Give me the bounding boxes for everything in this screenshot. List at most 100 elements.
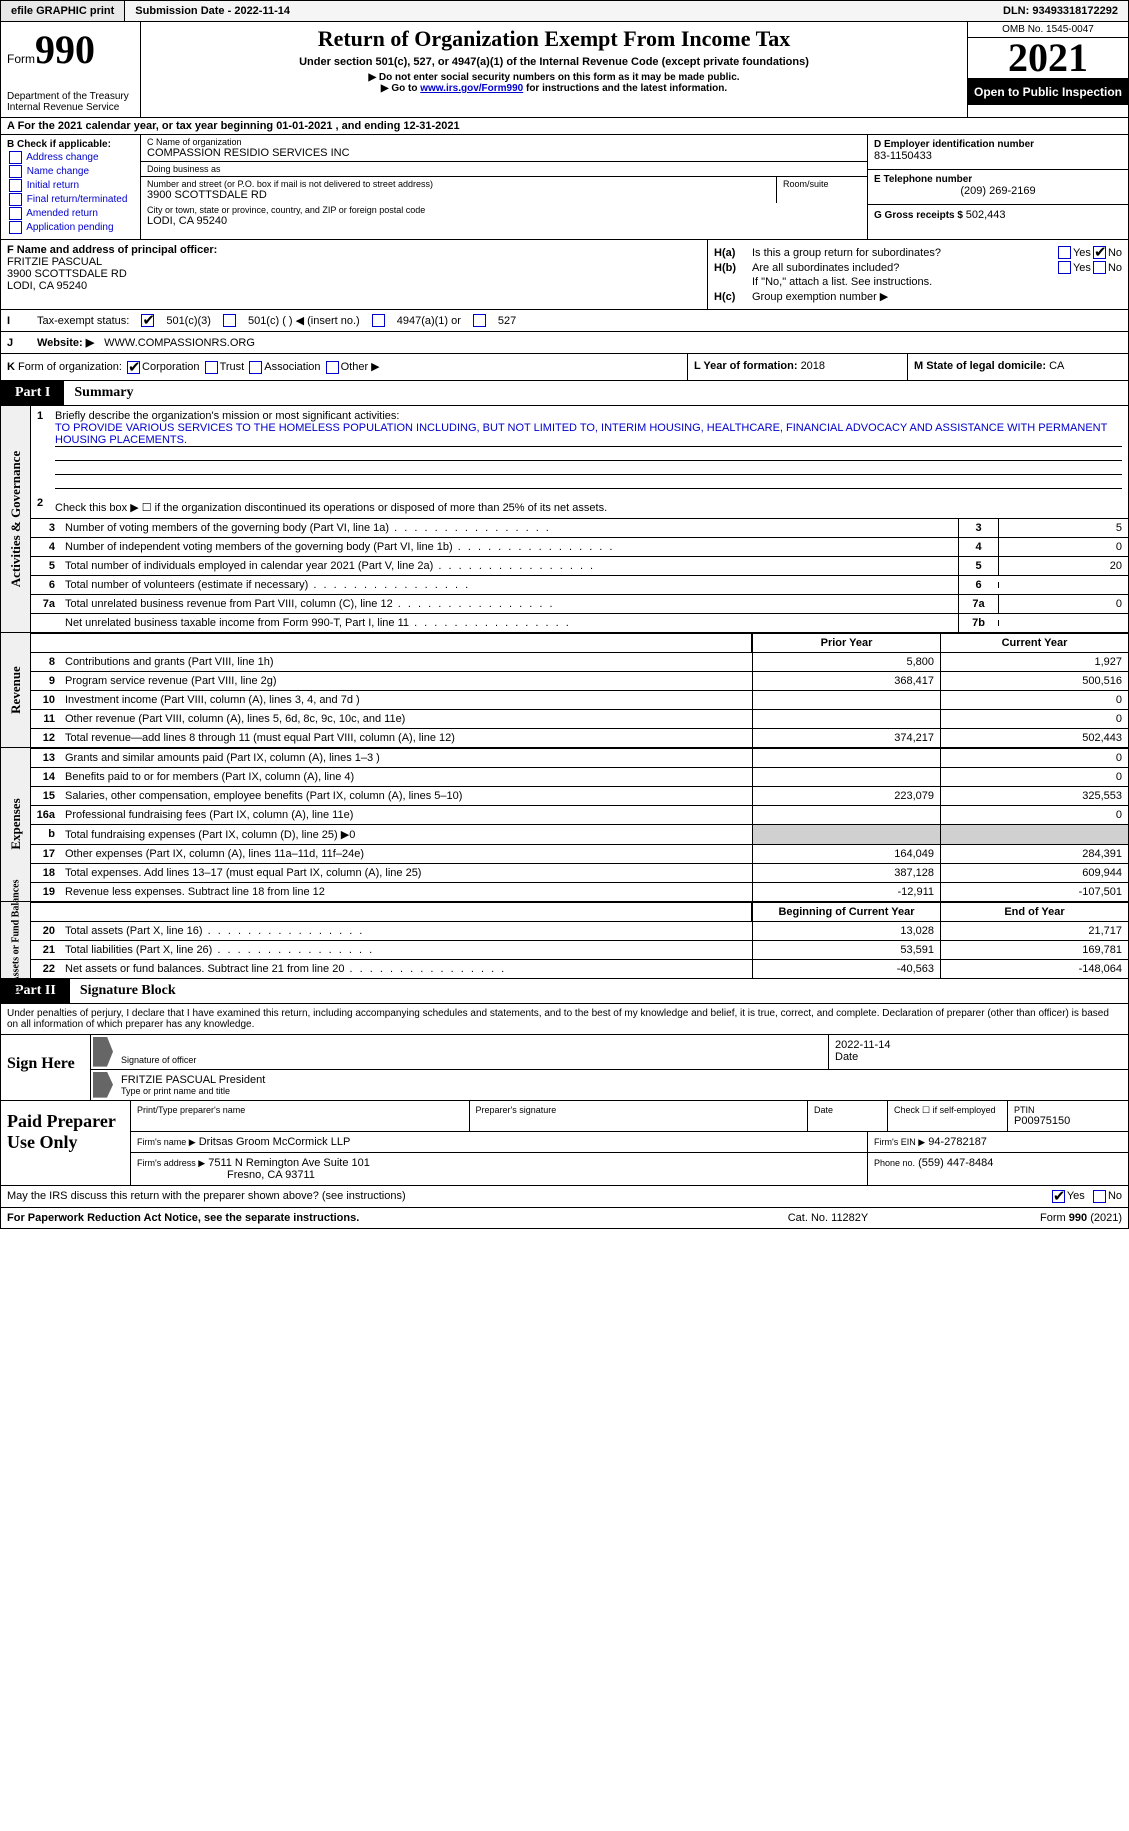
summary-line: 3Number of voting members of the governi…	[31, 518, 1128, 537]
mission-block: 1 Briefly describe the organization's mi…	[31, 406, 1128, 493]
netassets-line: 22Net assets or fund balances. Subtract …	[31, 959, 1128, 978]
chk-4947[interactable]	[372, 314, 385, 327]
org-name: COMPASSION RESIDIO SERVICES INC	[147, 147, 861, 159]
expense-line: bTotal fundraising expenses (Part IX, co…	[31, 824, 1128, 844]
revenue-line: 12Total revenue—add lines 8 through 11 (…	[31, 728, 1128, 747]
expense-line: 13Grants and similar amounts paid (Part …	[31, 748, 1128, 767]
form-title-block: Return of Organization Exempt From Incom…	[141, 22, 968, 117]
form-subtitle: Under section 501(c), 527, or 4947(a)(1)…	[147, 56, 961, 68]
efile-print-btn[interactable]: efile GRAPHIC print	[1, 1, 125, 21]
section-bcd: B Check if applicable: Address change Na…	[0, 135, 1129, 240]
chk-501c3[interactable]	[141, 314, 154, 327]
top-bar: efile GRAPHIC print Submission Date - 20…	[0, 0, 1129, 22]
org-city: LODI, CA 95240	[147, 215, 861, 227]
paid-preparer-block: Paid Preparer Use Only Print/Type prepar…	[0, 1101, 1129, 1186]
group-return: H(a) Is this a group return for subordin…	[708, 240, 1128, 309]
part-2-header: Part II Signature Block	[0, 979, 1129, 1004]
hb-yes[interactable]	[1058, 261, 1071, 274]
chk-501c[interactable]	[223, 314, 236, 327]
net-assets-section: Net Assets or Fund Balances Beginning of…	[0, 902, 1129, 979]
form-of-org-row: K Form of organization: Corporation Trus…	[0, 354, 1129, 381]
revenue-line: 10Investment income (Part VIII, column (…	[31, 690, 1128, 709]
expense-line: 18Total expenses. Add lines 13–17 (must …	[31, 863, 1128, 882]
chk-address-change[interactable]: Address change	[7, 151, 134, 164]
tax-exempt-status: I Tax-exempt status: 501(c)(3) 501(c) ( …	[0, 310, 1129, 332]
chk-final-return[interactable]: Final return/terminated	[7, 193, 134, 206]
col-c-org-info: C Name of organization COMPASSION RESIDI…	[141, 135, 868, 239]
year-formation: 2018	[801, 360, 825, 372]
section-fh: F Name and address of principal officer:…	[0, 240, 1129, 310]
form-header: Form990 Department of the Treasury Inter…	[0, 22, 1129, 118]
netassets-line: 20Total assets (Part X, line 16)13,02821…	[31, 921, 1128, 940]
expense-line: 15Salaries, other compensation, employee…	[31, 786, 1128, 805]
ha-yes[interactable]	[1058, 246, 1071, 259]
col-b-checkboxes: B Check if applicable: Address change Na…	[1, 135, 141, 239]
tax-year: 2021	[968, 38, 1128, 79]
form-title: Return of Organization Exempt From Incom…	[147, 26, 961, 52]
discuss-yes[interactable]	[1052, 1190, 1065, 1203]
org-street: 3900 SCOTTSDALE RD	[147, 189, 770, 201]
sig-date: 2022-11-14	[835, 1039, 1122, 1051]
col-prior-year: Prior Year	[752, 634, 940, 652]
col-current-year: Current Year	[940, 634, 1128, 652]
ptin: P00975150	[1014, 1115, 1122, 1127]
chk-application-pending[interactable]: Application pending	[7, 221, 134, 234]
dept-label: Department of the Treasury Internal Reve…	[7, 91, 134, 113]
expense-line: 16aProfessional fundraising fees (Part I…	[31, 805, 1128, 824]
telephone: (209) 269-2169	[874, 185, 1122, 197]
chk-initial-return[interactable]: Initial return	[7, 179, 134, 192]
year-block: OMB No. 1545-0047 2021 Open to Public In…	[968, 22, 1128, 117]
col-boy: Beginning of Current Year	[752, 903, 940, 921]
revenue-section: Revenue Prior Year Current Year 8Contrib…	[0, 633, 1129, 748]
website-row: J Website: ▶ WWW.COMPASSIONRS.ORG	[0, 332, 1129, 354]
summary-line: 7aTotal unrelated business revenue from …	[31, 594, 1128, 613]
chk-other[interactable]	[326, 361, 339, 374]
summary-line: 5Total number of individuals employed in…	[31, 556, 1128, 575]
submission-date: Submission Date - 2022-11-14	[125, 1, 993, 21]
arrow-icon	[93, 1037, 113, 1067]
irs-link[interactable]: www.irs.gov/Form990	[420, 83, 523, 94]
col-d-ein-tel: D Employer identification number 83-1150…	[868, 135, 1128, 239]
expenses-section: Expenses 13Grants and similar amounts pa…	[0, 748, 1129, 902]
discuss-no[interactable]	[1093, 1190, 1106, 1203]
row-a-calendar-year: A For the 2021 calendar year, or tax yea…	[0, 118, 1129, 135]
part-1-header: Part I Summary	[0, 381, 1129, 406]
principal-officer: F Name and address of principal officer:…	[1, 240, 708, 309]
arrow-icon	[93, 1072, 113, 1098]
chk-name-change[interactable]: Name change	[7, 165, 134, 178]
revenue-line: 8Contributions and grants (Part VIII, li…	[31, 652, 1128, 671]
expense-line: 14Benefits paid to or for members (Part …	[31, 767, 1128, 786]
expense-line: 17Other expenses (Part IX, column (A), l…	[31, 844, 1128, 863]
gross-receipts: 502,443	[966, 209, 1006, 221]
form-number-block: Form990 Department of the Treasury Inter…	[1, 22, 141, 117]
sign-here-block: Sign Here Signature of officer 2022-11-1…	[0, 1034, 1129, 1101]
chk-trust[interactable]	[205, 361, 218, 374]
firm-address: 7511 N Remington Ave Suite 101	[208, 1157, 370, 1169]
sig-intro: Under penalties of perjury, I declare th…	[0, 1004, 1129, 1034]
footer: For Paperwork Reduction Act Notice, see …	[0, 1208, 1129, 1229]
state-domicile: CA	[1049, 360, 1064, 372]
summary-line: 6Total number of volunteers (estimate if…	[31, 575, 1128, 594]
chk-corporation[interactable]	[127, 361, 140, 374]
mission-text: TO PROVIDE VARIOUS SERVICES TO THE HOMEL…	[55, 422, 1122, 447]
activities-governance: Activities & Governance 1 Briefly descri…	[0, 406, 1129, 633]
hb-no[interactable]	[1093, 261, 1106, 274]
revenue-line: 11Other revenue (Part VIII, column (A), …	[31, 709, 1128, 728]
chk-amended-return[interactable]: Amended return	[7, 207, 134, 220]
form-note-1: ▶ Do not enter social security numbers o…	[147, 72, 961, 83]
open-inspection: Open to Public Inspection	[968, 79, 1128, 105]
summary-line: Net unrelated business taxable income fr…	[31, 613, 1128, 632]
dln: DLN: 93493318172292	[993, 1, 1128, 21]
form-note-2: ▶ Go to www.irs.gov/Form990 for instruct…	[147, 83, 961, 94]
chk-association[interactable]	[249, 361, 262, 374]
website-url: WWW.COMPASSIONRS.ORG	[104, 337, 255, 349]
ha-no[interactable]	[1093, 246, 1106, 259]
chk-527[interactable]	[473, 314, 486, 327]
room-suite: Room/suite	[777, 177, 867, 203]
firm-ein: 94-2782187	[928, 1136, 987, 1148]
ein: 83-1150433	[874, 150, 1122, 162]
col-eoy: End of Year	[940, 903, 1128, 921]
netassets-line: 21Total liabilities (Part X, line 26)53,…	[31, 940, 1128, 959]
officer-name: FRITZIE PASCUAL President	[121, 1074, 1122, 1086]
revenue-line: 9Program service revenue (Part VIII, lin…	[31, 671, 1128, 690]
